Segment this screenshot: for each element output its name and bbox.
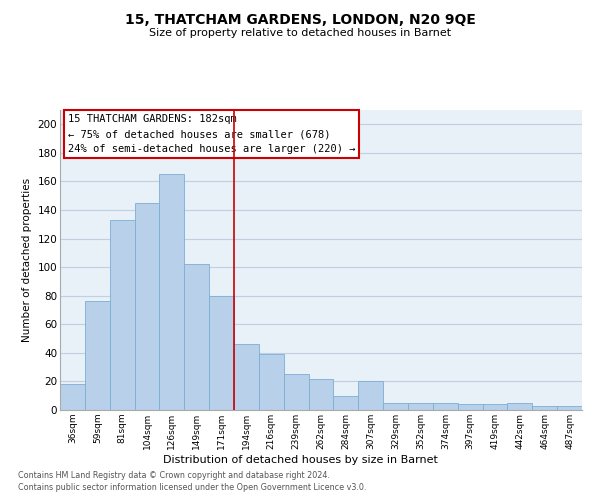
Bar <box>284 374 308 410</box>
Bar <box>458 404 482 410</box>
Bar <box>160 174 184 410</box>
Text: Contains public sector information licensed under the Open Government Licence v3: Contains public sector information licen… <box>18 484 367 492</box>
Bar <box>358 382 383 410</box>
Bar <box>482 404 508 410</box>
Bar <box>433 403 458 410</box>
Text: Distribution of detached houses by size in Barnet: Distribution of detached houses by size … <box>163 455 437 465</box>
Bar <box>383 403 408 410</box>
Text: Size of property relative to detached houses in Barnet: Size of property relative to detached ho… <box>149 28 451 38</box>
Text: 15, THATCHAM GARDENS, LONDON, N20 9QE: 15, THATCHAM GARDENS, LONDON, N20 9QE <box>125 12 475 26</box>
Bar <box>334 396 358 410</box>
Bar <box>508 403 532 410</box>
Text: Contains HM Land Registry data © Crown copyright and database right 2024.: Contains HM Land Registry data © Crown c… <box>18 471 330 480</box>
Bar <box>259 354 284 410</box>
Text: 15 THATCHAM GARDENS: 182sqm
← 75% of detached houses are smaller (678)
24% of se: 15 THATCHAM GARDENS: 182sqm ← 75% of det… <box>68 114 355 154</box>
Bar <box>134 203 160 410</box>
Bar <box>408 403 433 410</box>
Bar <box>184 264 209 410</box>
Bar <box>234 344 259 410</box>
Bar <box>532 406 557 410</box>
Bar <box>308 378 334 410</box>
Bar <box>110 220 134 410</box>
Bar <box>60 384 85 410</box>
Bar <box>557 406 582 410</box>
Bar <box>209 296 234 410</box>
Y-axis label: Number of detached properties: Number of detached properties <box>22 178 32 342</box>
Bar <box>85 302 110 410</box>
